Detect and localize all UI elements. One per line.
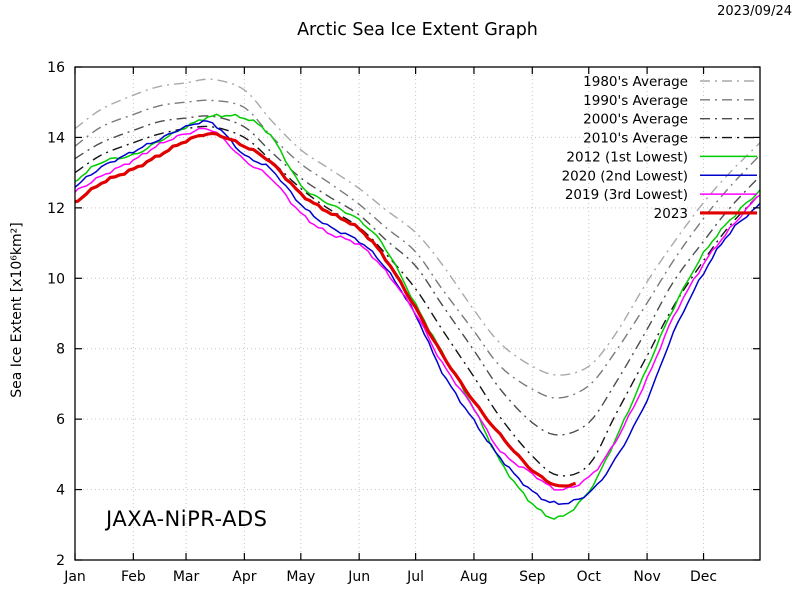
legend-entry-year-2020: 2020 (2nd Lowest) bbox=[562, 168, 757, 184]
x-tick-label: Sep bbox=[519, 569, 546, 585]
legend-entry-avg-2000s: 2000's Average bbox=[583, 112, 757, 128]
x-tick-label: Nov bbox=[633, 569, 660, 585]
x-tick-label: Oct bbox=[577, 569, 602, 585]
y-tick-label: 12 bbox=[47, 201, 65, 217]
watermark-jaxa-nipr-ads: JAXA-NiPR-ADS bbox=[106, 507, 268, 531]
y-tick-label: 16 bbox=[47, 60, 65, 76]
series-line-year-2012 bbox=[74, 113, 761, 520]
legend-entry-year-2019: 2019 (3rd Lowest) bbox=[565, 187, 757, 203]
x-tick-label: Mar bbox=[173, 569, 200, 585]
chart-title: Arctic Sea Ice Extent Graph bbox=[297, 20, 538, 40]
x-tick-label: Jun bbox=[347, 569, 370, 585]
y-tick-label: 14 bbox=[47, 130, 65, 146]
legend-label: 2012 (1st Lowest) bbox=[566, 149, 688, 165]
y-tick-label: 8 bbox=[56, 342, 65, 358]
x-tick-label: Aug bbox=[460, 569, 487, 585]
y-tick-label: 6 bbox=[56, 412, 65, 428]
legend-entry-avg-1990s: 1990's Average bbox=[583, 93, 757, 109]
date-label: 2023/09/24 bbox=[717, 4, 792, 19]
series-line-year-2019 bbox=[74, 127, 761, 491]
series-line-avg-2000s bbox=[74, 115, 761, 436]
legend-label: 2000's Average bbox=[583, 112, 688, 128]
legend-label: 2020 (2nd Lowest) bbox=[562, 168, 688, 184]
legend-label: 2019 (3rd Lowest) bbox=[565, 187, 688, 203]
legend-label: 2023 bbox=[654, 206, 688, 222]
series-line-year-2023 bbox=[74, 131, 577, 488]
tick-labels: 2 4 6 8 10 12 14 16 Jan Feb Mar Apr May Jun Jul Aug Sep O… bbox=[47, 60, 717, 585]
legend-label: 2010's Average bbox=[583, 131, 688, 147]
x-tick-label: Jul bbox=[406, 569, 424, 585]
x-tick-label: Dec bbox=[690, 569, 717, 585]
series-line-avg-1990s bbox=[74, 99, 761, 399]
legend-label: 1980's Average bbox=[583, 74, 688, 90]
x-tick-label: Feb bbox=[121, 569, 146, 585]
y-tick-label: 2 bbox=[56, 553, 65, 569]
legend-label: 1990's Average bbox=[583, 93, 688, 109]
x-tick-label: Apr bbox=[232, 569, 256, 585]
plot-frame bbox=[74, 66, 761, 561]
series-lines bbox=[74, 78, 761, 520]
legend-entry-year-2023: 2023 bbox=[654, 206, 757, 222]
series-line-avg-2010s bbox=[74, 125, 761, 477]
x-tick-label: Jan bbox=[63, 569, 86, 585]
x-tick-label: May bbox=[286, 569, 315, 585]
y-axis-label: Sea Ice Extent [x10⁶km²] bbox=[9, 222, 25, 398]
y-tick-label: 4 bbox=[56, 483, 65, 499]
legend-entry-year-2012: 2012 (1st Lowest) bbox=[566, 149, 757, 165]
legend: 1980's Average 1990's Average 2000's Avera… bbox=[562, 74, 757, 222]
y-tick-label: 10 bbox=[47, 271, 65, 287]
legend-entry-avg-1980s: 1980's Average bbox=[583, 74, 757, 90]
legend-entry-avg-2010s: 2010's Average bbox=[583, 131, 757, 147]
series-line-avg-1980s bbox=[74, 78, 761, 376]
